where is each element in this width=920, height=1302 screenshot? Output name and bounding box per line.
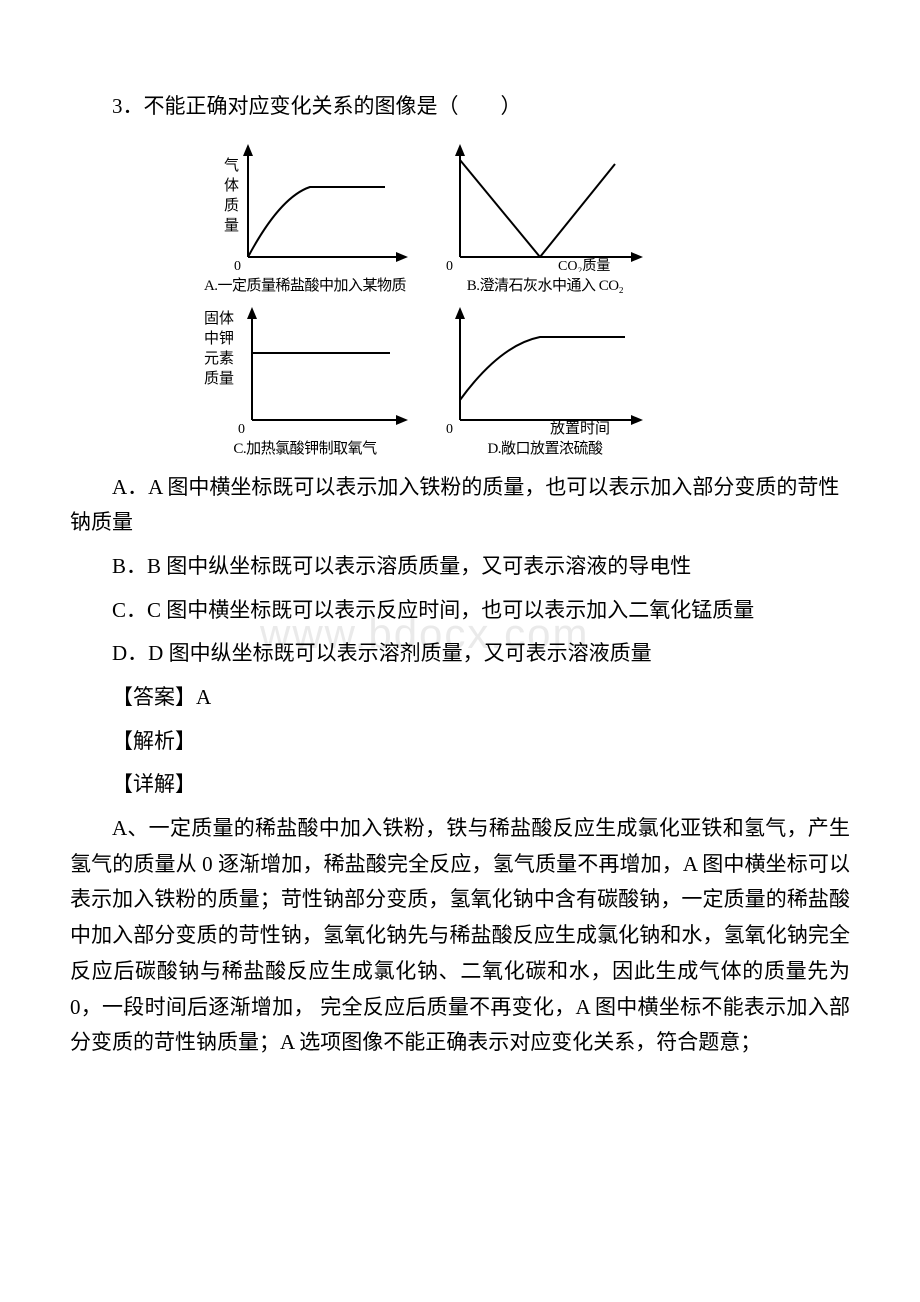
chart-A-ylabel-1: 气 bbox=[224, 157, 239, 174]
chart-C-yl2: 中钾 bbox=[204, 330, 234, 347]
chart-B-xlabel: CO₂质量 bbox=[558, 258, 610, 272]
chart-A-ylabel-2: 体 bbox=[224, 177, 239, 194]
option-A-text: A．A 图中横坐标既可以表示加入铁粉的质量，也可以表示加入部分变质的苛性钠质量 bbox=[70, 470, 850, 541]
answer-label: 【答案】A bbox=[70, 680, 850, 716]
caption-B: B.澄清石灰水中通入 CO₂ bbox=[467, 274, 624, 295]
option-B: B．B 图中纵坐标既可以表示溶质质量，又可表示溶液的导电性 bbox=[70, 549, 850, 585]
chart-A-zero: 0 bbox=[234, 259, 241, 272]
explain-A: A、一定质量的稀盐酸中加入铁粉，铁与稀盐酸反应生成氯化亚铁和氢气，产生氢气的质量… bbox=[70, 811, 850, 1061]
options-block: A．A 图中横坐标既可以表示加入铁粉的质量，也可以表示加入部分变质的苛性钠质量 … bbox=[70, 470, 850, 672]
figure-D: 0 放置时间 D.敞口放置浓硫酸 bbox=[430, 305, 660, 458]
figure-B: 0 CO₂质量 B.澄清石灰水中通入 CO₂ bbox=[430, 142, 660, 295]
chart-D-zero: 0 bbox=[446, 422, 453, 435]
caption-D: D.敞口放置浓硫酸 bbox=[487, 437, 602, 458]
jiexi-label: 【解析】 bbox=[70, 724, 850, 760]
chart-D-xlabel: 放置时间 bbox=[550, 420, 610, 435]
figure-row-2: 固体 中钾 元素 质量 0 C.加热氯酸钾制取氧气 0 bbox=[190, 305, 850, 458]
figures-container: 气 体 质 量 0 A.一定质量稀盐酸中加入某物质 bbox=[190, 142, 850, 458]
chart-B-svg: 0 CO₂质量 bbox=[430, 142, 660, 272]
chart-C-zero: 0 bbox=[238, 422, 245, 435]
chart-C-svg: 固体 中钾 元素 质量 0 bbox=[190, 305, 420, 435]
figure-A: 气 体 质 量 0 A.一定质量稀盐酸中加入某物质 bbox=[190, 142, 420, 295]
chart-C-yl4: 质量 bbox=[204, 370, 234, 387]
question-stem: 3．不能正确对应变化关系的图像是（ ） bbox=[70, 90, 850, 124]
chart-D-svg: 0 放置时间 bbox=[430, 305, 660, 435]
chart-A-ylabel-4: 量 bbox=[224, 218, 239, 234]
caption-C: C.加热氯酸钾制取氧气 bbox=[233, 437, 376, 458]
chart-B-zero: 0 bbox=[446, 259, 453, 272]
chart-A-ylabel-3: 质 bbox=[224, 197, 239, 214]
caption-A: A.一定质量稀盐酸中加入某物质 bbox=[204, 274, 406, 295]
option-A: A．A 图中横坐标既可以表示加入铁粉的质量，也可以表示加入部分变质的苛性钠质量 bbox=[70, 470, 850, 541]
option-D: D．D 图中纵坐标既可以表示溶剂质量，又可表示溶液质量 bbox=[70, 636, 850, 672]
figure-row-1: 气 体 质 量 0 A.一定质量稀盐酸中加入某物质 bbox=[190, 142, 850, 295]
option-C-text: C．C 图中横坐标既可以表示反应时间，也可以表示加入二氧化锰质量 bbox=[70, 593, 850, 629]
chart-C-yl3: 元素 bbox=[204, 350, 234, 367]
figure-C: 固体 中钾 元素 质量 0 C.加热氯酸钾制取氧气 bbox=[190, 305, 420, 458]
option-C: C．C 图中横坐标既可以表示反应时间，也可以表示加入二氧化锰质量 bbox=[70, 593, 850, 629]
chart-A-svg: 气 体 质 量 0 bbox=[190, 142, 420, 272]
answer-block: 【答案】A 【解析】 【详解】 A、一定质量的稀盐酸中加入铁粉，铁与稀盐酸反应生… bbox=[70, 680, 850, 1061]
xiangjie-label: 【详解】 bbox=[70, 767, 850, 803]
chart-C-yl1: 固体 bbox=[204, 310, 234, 327]
